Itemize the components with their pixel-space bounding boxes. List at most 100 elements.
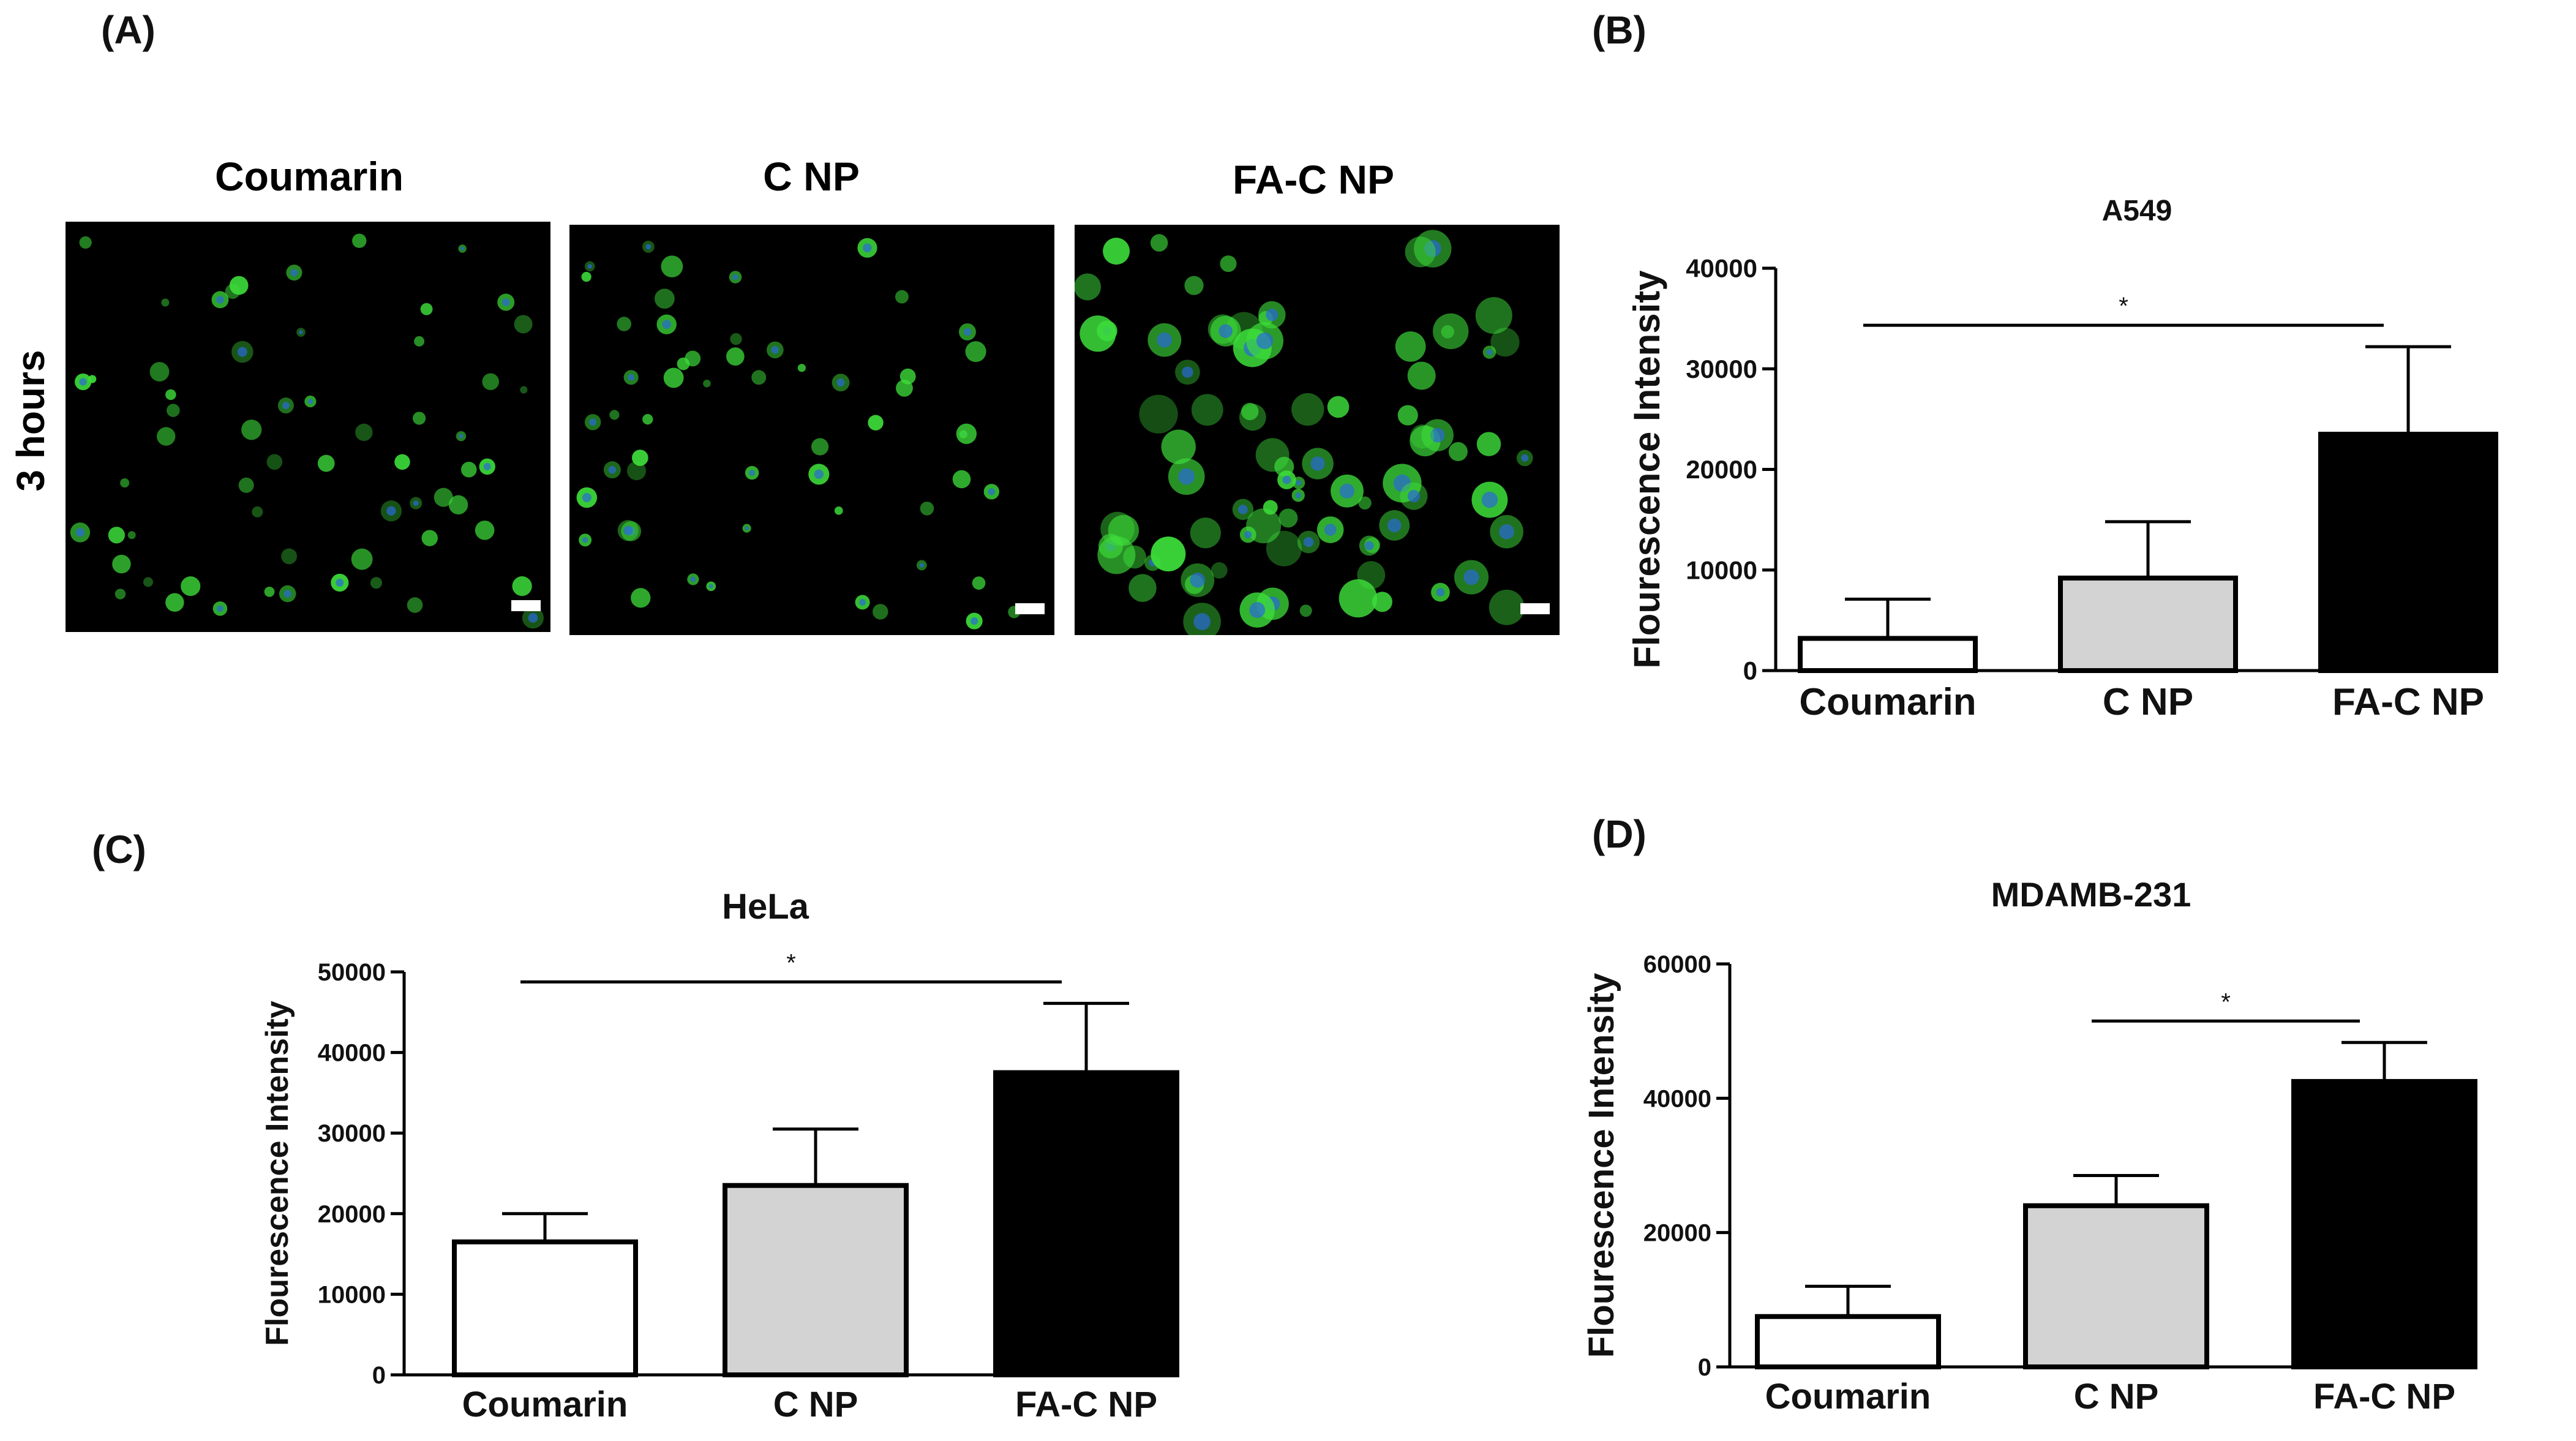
cell-mark [281,548,298,565]
cell-mark [1266,530,1302,566]
x-category-label: C NP [2103,681,2193,723]
cell-mark [120,478,130,488]
cell-mark [627,461,647,481]
cell-mark [965,341,986,363]
nucleus-mark [1244,530,1252,539]
image-title-fa-c-np: FA-C NP [1233,157,1394,202]
cell-mark [514,315,533,334]
cell-mark [115,589,126,600]
nucleus-mark [1178,468,1195,485]
significance-marker: * [2221,988,2231,1015]
y-tick-label: 20000 [1643,1220,1711,1247]
cell-mark [352,233,367,248]
cell-mark [112,554,131,574]
x-category-label: C NP [773,1385,858,1424]
cell-mark [1211,562,1228,579]
cell-mark [730,333,742,345]
cell-mark [1161,429,1196,464]
cell-mark [161,298,170,307]
cell-mark [1075,273,1102,301]
nucleus-mark [290,269,298,277]
nucleus-mark [336,578,344,587]
nucleus-mark [608,465,617,474]
y-axis-label: Flourescence Intensity [260,1001,295,1346]
cell-mark [394,454,410,470]
cell-mark [421,530,438,546]
cell-mark [617,317,632,331]
cell-mark [1410,424,1435,449]
nucleus-mark [1266,309,1279,322]
cell-mark [726,347,745,366]
nucleus-mark [299,330,303,334]
nucleus-mark [988,488,996,495]
cell-mark [229,276,249,295]
x-category-label: FA-C NP [2313,1377,2455,1417]
cell-mark [1220,255,1237,273]
cell-mark [252,506,263,517]
cell-mark [1151,536,1186,572]
nucleus-mark [1499,524,1514,540]
cell-mark [241,420,262,440]
bar-fa-c-np [2318,432,2498,673]
y-tick-label: 10000 [1686,555,1757,584]
cell-mark [1128,574,1157,602]
panel-label-c: (C) [92,827,146,871]
image-title-c-np: C NP [763,154,860,199]
nucleus-mark [859,599,866,606]
nucleus-mark [307,399,314,404]
nucleus-mark [1364,541,1374,551]
y-tick-label: 10000 [318,1281,386,1308]
cell-mark [264,586,275,597]
nucleus-mark [282,402,290,409]
significance-marker: * [786,949,796,976]
cell-mark [1139,394,1178,434]
cell-mark [1358,496,1372,510]
nucleus-mark [623,525,633,535]
cell-mark [609,410,620,420]
cell-mark [920,502,934,516]
nucleus-mark [963,328,972,336]
cell-mark [266,454,283,470]
bar-chart-hela: HeLa Flourescence Intensity 0 10000 20000 300… [260,887,1179,1424]
nucleus-mark [1463,569,1479,585]
cell-mark [703,379,711,388]
x-category-label: Coumarin [1799,681,1976,723]
cell-mark [88,375,97,383]
y-tick-label: 30000 [318,1120,386,1147]
cell-mark [952,470,971,489]
cell-mark [1299,604,1312,617]
nucleus-mark [1190,573,1206,588]
cell-mark [1476,432,1501,456]
bar-c-np [2023,1203,2209,1369]
cell-mark [797,364,806,372]
cell-mark [1327,396,1350,418]
scale-bar [1520,603,1550,614]
cell-mark [663,367,684,388]
cell-mark [1475,297,1512,334]
bar-coumarin [1798,636,1978,674]
cell-mark [1395,331,1426,362]
cell-mark [414,336,425,347]
y-tick-label: 40000 [318,1040,386,1067]
x-category-label: FA-C NP [1015,1385,1157,1424]
cell-mark [581,271,591,282]
cell-mark [127,531,136,540]
nucleus-mark [1282,475,1291,484]
cell-mark [1103,238,1130,265]
y-tick-label: 20000 [318,1201,386,1228]
cell-mark [1241,402,1259,421]
significance-marker: * [2119,293,2128,320]
y-tick-label: 0 [1743,657,1757,685]
cell-mark [1489,589,1525,625]
nucleus-mark [216,296,224,304]
nucleus-mark [628,374,635,381]
nucleus-mark [587,264,593,269]
cell-mark [475,521,495,540]
y-tick-label: 30000 [1686,355,1757,383]
cell-mark [811,438,829,456]
nucleus-mark [863,243,872,253]
bar-chart-mdamb-231: MDAMB-231 Flourescence Intensity 0 20000 400… [1582,875,2477,1417]
nucleus-mark [589,418,597,426]
nucleus-mark [1238,505,1248,514]
cell-mark [1291,393,1324,426]
